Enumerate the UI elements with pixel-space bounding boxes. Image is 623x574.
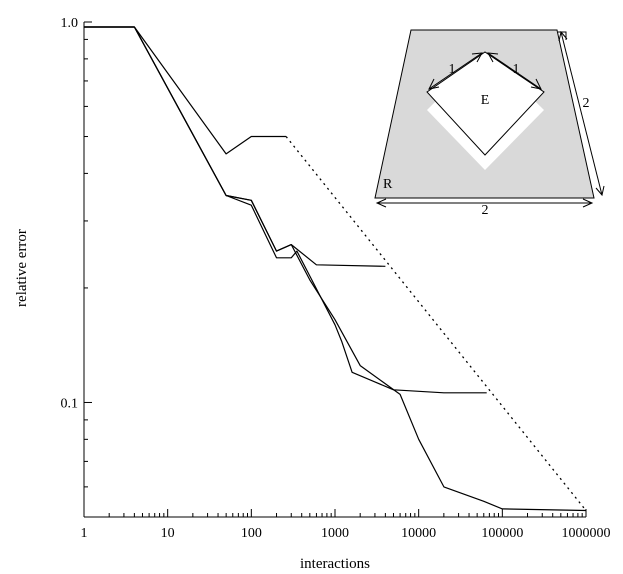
dim-right-line: [560, 31, 603, 196]
x-tick-labels: 1 10 100 1000 10000 100000 1000000: [81, 526, 611, 541]
series-line-1: [84, 26, 287, 155]
y-ticks: [84, 21, 92, 488]
dim-bottom-arrowhead-right: [582, 198, 594, 208]
inset-label-e: E: [481, 93, 490, 108]
series-line-5: [285, 136, 587, 511]
x-ticks: [83, 509, 587, 517]
y-tick-label: 1.0: [61, 16, 79, 31]
dim-diamond-right-arrowhead-a: [487, 52, 499, 63]
x-tick-label: 10: [161, 526, 175, 541]
inset-label-right: 2: [583, 96, 590, 111]
dim-corner-mark: [558, 31, 567, 40]
y-tick-label: 0.1: [61, 396, 79, 411]
inset-label-bottom: 2: [482, 203, 489, 218]
x-tick-label: 1: [81, 526, 88, 541]
series-layer: [84, 26, 587, 512]
x-tick-label: 100: [241, 526, 262, 541]
inset-diagram: E R 1 1 2 2: [374, 29, 605, 218]
region-e-diamond: [426, 51, 545, 156]
y-axis-title: relative error: [14, 229, 30, 307]
y-tick-labels: 0.1 1.0: [61, 16, 79, 411]
dimension-arrows: [375, 30, 605, 208]
inset-label-r: R: [383, 177, 393, 192]
x-tick-label: 10000: [401, 526, 436, 541]
dim-right-arrowhead-bottom: [595, 185, 605, 197]
x-tick-label: 100000: [481, 526, 523, 541]
inset-label-diamond-left: 1: [449, 62, 456, 77]
dim-diamond-right-line: [487, 52, 542, 90]
x-tick-label: 1000: [321, 526, 349, 541]
dim-diamond-right-arrowhead-b: [530, 78, 542, 90]
dim-diamond-left-line: [428, 52, 483, 90]
series-line-2: [84, 26, 386, 267]
dim-diamond-left-arrowhead-a: [428, 78, 440, 90]
x-tick-label: 1000000: [562, 526, 611, 541]
x-axis-title: interactions: [300, 556, 370, 572]
dim-diamond-left-arrowhead-b: [471, 52, 483, 63]
series-line-3: [84, 26, 487, 394]
inset-label-diamond-right: 1: [513, 62, 520, 77]
series-line-4: [84, 26, 587, 512]
dim-bottom-arrowhead-left: [375, 198, 387, 208]
